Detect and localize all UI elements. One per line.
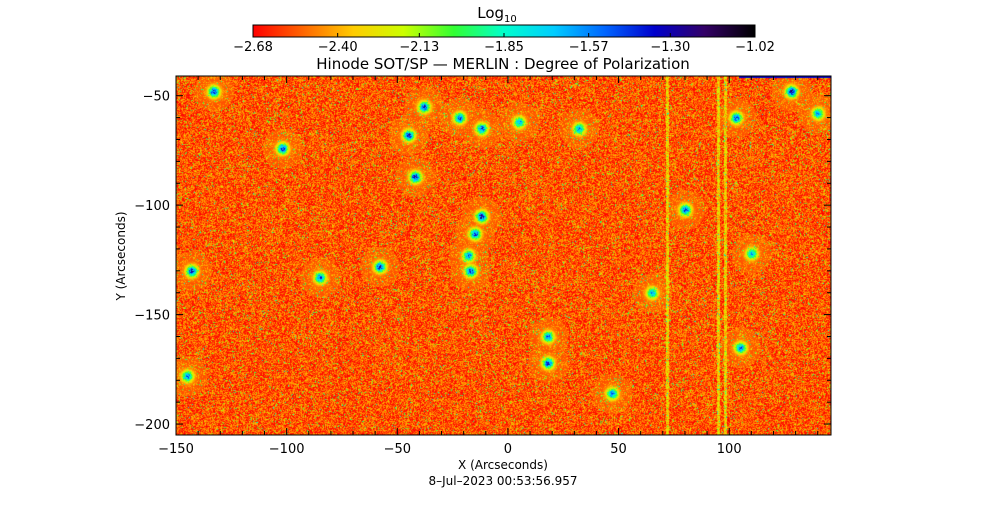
heatmap-raster [176, 76, 831, 435]
y-tick-label: −200 [134, 418, 170, 433]
x-axis-label: X (Arcseconds) [458, 458, 548, 472]
chart-title: Hinode SOT/SP — MERLIN : Degree of Polar… [316, 55, 690, 73]
colorbar-tick-label: −1.85 [484, 40, 524, 55]
heatmap-image [176, 76, 831, 435]
plot-frame [175, 75, 832, 436]
x-tick-label: −50 [384, 442, 411, 457]
colorbar-tick-label: −1.30 [650, 40, 690, 55]
x-tick-label: −150 [158, 442, 194, 457]
colorbar-tick-label: −2.40 [318, 40, 358, 55]
colorbar-ticks: −2.68 −2.40 −2.13 −1.85 −1.57 −1.30 −1.02 [233, 33, 775, 55]
y-axis-label: Y (Arcseconds) [114, 211, 128, 301]
colorbar-title: Log10 [477, 4, 517, 25]
colorbar-tick-label: −1.02 [735, 40, 775, 55]
y-tick-label: −50 [143, 90, 170, 105]
x-tick-label: −100 [269, 442, 305, 457]
y-tick-label: −150 [134, 309, 170, 324]
colorbar-tick-label: −2.13 [399, 40, 439, 55]
x-tick-label: 50 [610, 442, 627, 457]
y-tick-label: −100 [134, 199, 170, 214]
x-tick-label: 0 [504, 442, 512, 457]
y-axis: −50 −100 −150 −200 [134, 90, 831, 433]
colorbar-tick-label: −2.68 [233, 40, 273, 55]
x-axis: −150 −100 −50 0 50 100 [158, 76, 819, 457]
observation-date: 8–Jul–2023 00:53:56.957 [428, 474, 577, 488]
colorbar-tick-label: −1.57 [569, 40, 609, 55]
x-tick-label: 100 [717, 442, 742, 457]
